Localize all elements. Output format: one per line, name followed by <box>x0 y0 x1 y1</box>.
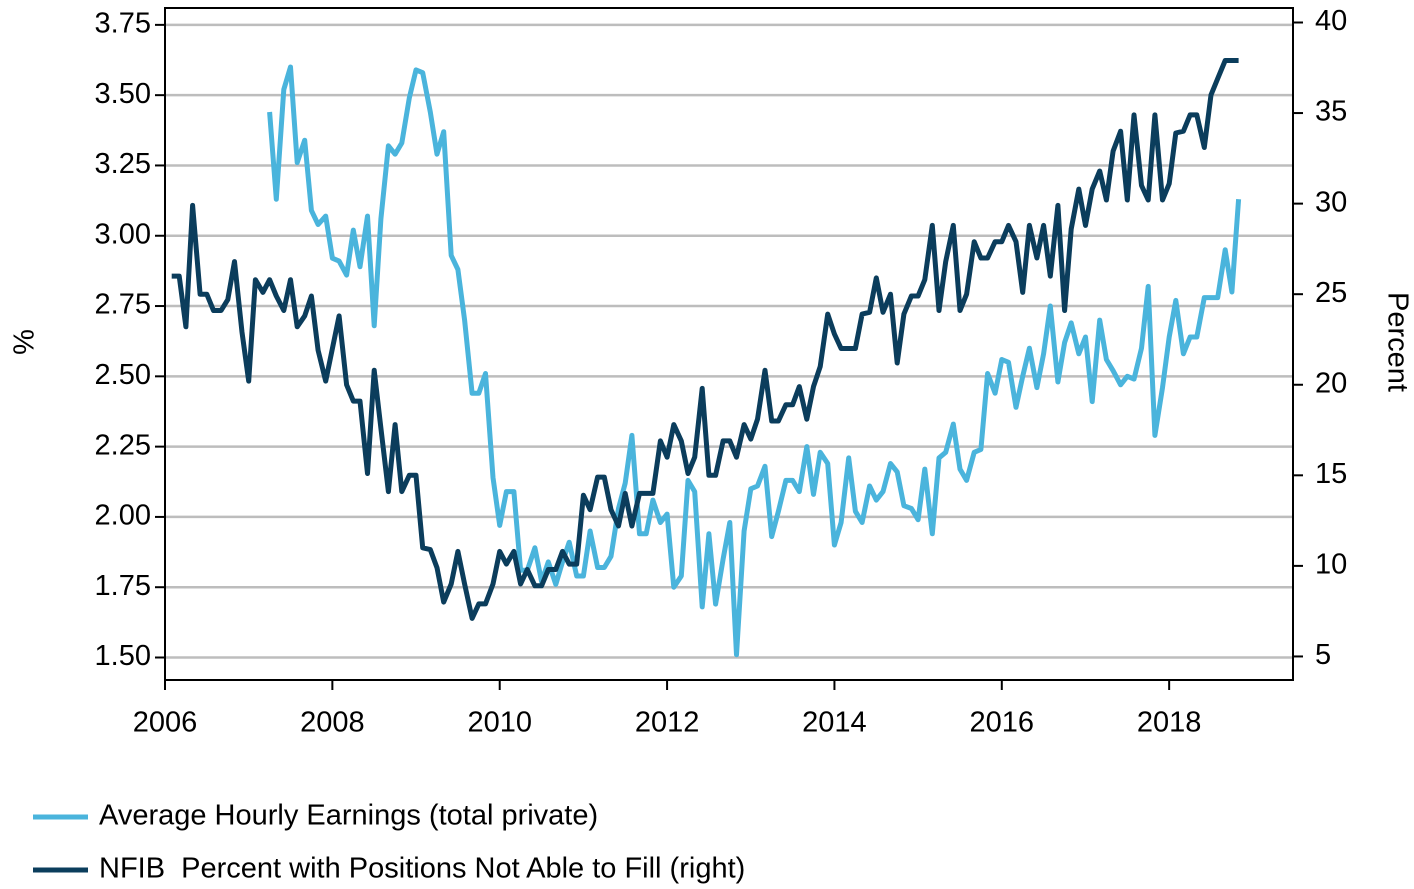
y2-tick-label: 15 <box>1315 458 1347 490</box>
y-tick-label: 3.25 <box>95 148 151 180</box>
y2-tick-label: 40 <box>1315 5 1347 37</box>
y-tick-label: 3.75 <box>95 8 151 40</box>
y2-tick-label: 10 <box>1315 549 1347 581</box>
x-tick-label: 2010 <box>467 707 532 739</box>
series-line <box>267 64 1242 658</box>
x-tick-label: 2014 <box>802 707 867 739</box>
y-tick-label: 2.25 <box>95 429 151 461</box>
x-tick-label: 2006 <box>133 707 198 739</box>
y2-axis-label: Percent <box>1381 292 1413 392</box>
y2-tick-label: 35 <box>1315 96 1347 128</box>
series-line <box>171 58 1239 621</box>
x-tick-label: 2012 <box>635 707 700 739</box>
y2-tick-label: 25 <box>1315 277 1347 309</box>
y2-tick-label: 5 <box>1315 639 1331 671</box>
y-tick-label: 2.00 <box>95 500 151 532</box>
legend-label: NFIB Percent with Positions Not Able to … <box>99 853 745 885</box>
y-tick-label: 3.00 <box>95 218 151 250</box>
x-tick-label: 2016 <box>970 707 1035 739</box>
plot-frame <box>164 7 1294 681</box>
y-tick-label: 3.50 <box>95 78 151 110</box>
y2-tick-label: 30 <box>1315 186 1347 218</box>
y-axis-label: % <box>9 329 41 355</box>
y-tick-label: 1.75 <box>95 570 151 602</box>
y-tick-label: 2.75 <box>95 289 151 321</box>
y-tick-label: 2.50 <box>95 359 151 391</box>
legend-label: Average Hourly Earnings (total private) <box>99 800 598 832</box>
x-tick-label: 2018 <box>1137 707 1202 739</box>
x-tick-label: 2008 <box>300 707 365 739</box>
y-tick-label: 1.50 <box>95 640 151 672</box>
y2-tick-label: 20 <box>1315 367 1347 399</box>
